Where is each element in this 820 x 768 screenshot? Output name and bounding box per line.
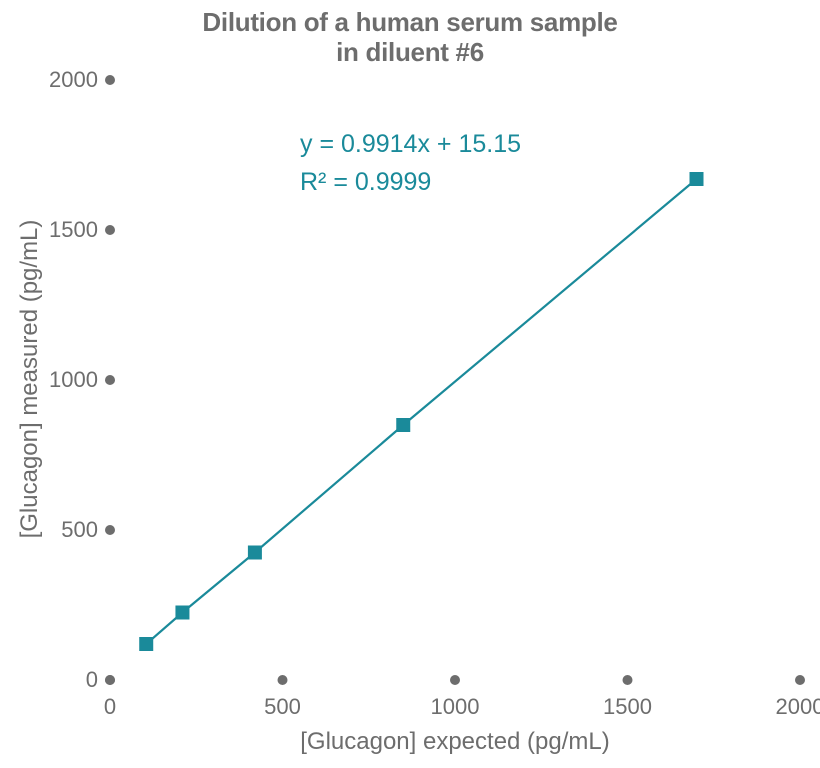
- plot-area: [0, 0, 820, 768]
- y-tick-label: 1000: [49, 367, 98, 393]
- data-marker: [690, 172, 704, 186]
- data-marker: [248, 546, 262, 560]
- y-tick-label: 1500: [49, 217, 98, 243]
- y-tick-label: 2000: [49, 67, 98, 93]
- x-tick-label: 1500: [598, 694, 658, 720]
- x-axis-tick-dot: [623, 675, 633, 685]
- x-tick-label: 500: [253, 694, 313, 720]
- data-marker: [175, 606, 189, 620]
- x-axis-tick-dot: [105, 675, 115, 685]
- regression-line: [146, 179, 696, 644]
- y-tick-label: 0: [86, 667, 98, 693]
- y-axis-tick-dot: [105, 225, 115, 235]
- x-tick-label: 1000: [425, 694, 485, 720]
- x-axis-tick-dot: [278, 675, 288, 685]
- y-tick-label: 500: [61, 517, 98, 543]
- dilution-chart: Dilution of a human serum sample in dilu…: [0, 0, 820, 768]
- x-axis-tick-dot: [795, 675, 805, 685]
- y-axis-tick-dot: [105, 525, 115, 535]
- y-axis-tick-dot: [105, 375, 115, 385]
- x-tick-label: 2000: [770, 694, 820, 720]
- data-marker: [396, 418, 410, 432]
- y-axis-tick-dot: [105, 75, 115, 85]
- x-tick-label: 0: [80, 694, 140, 720]
- x-axis-tick-dot: [450, 675, 460, 685]
- data-marker: [139, 637, 153, 651]
